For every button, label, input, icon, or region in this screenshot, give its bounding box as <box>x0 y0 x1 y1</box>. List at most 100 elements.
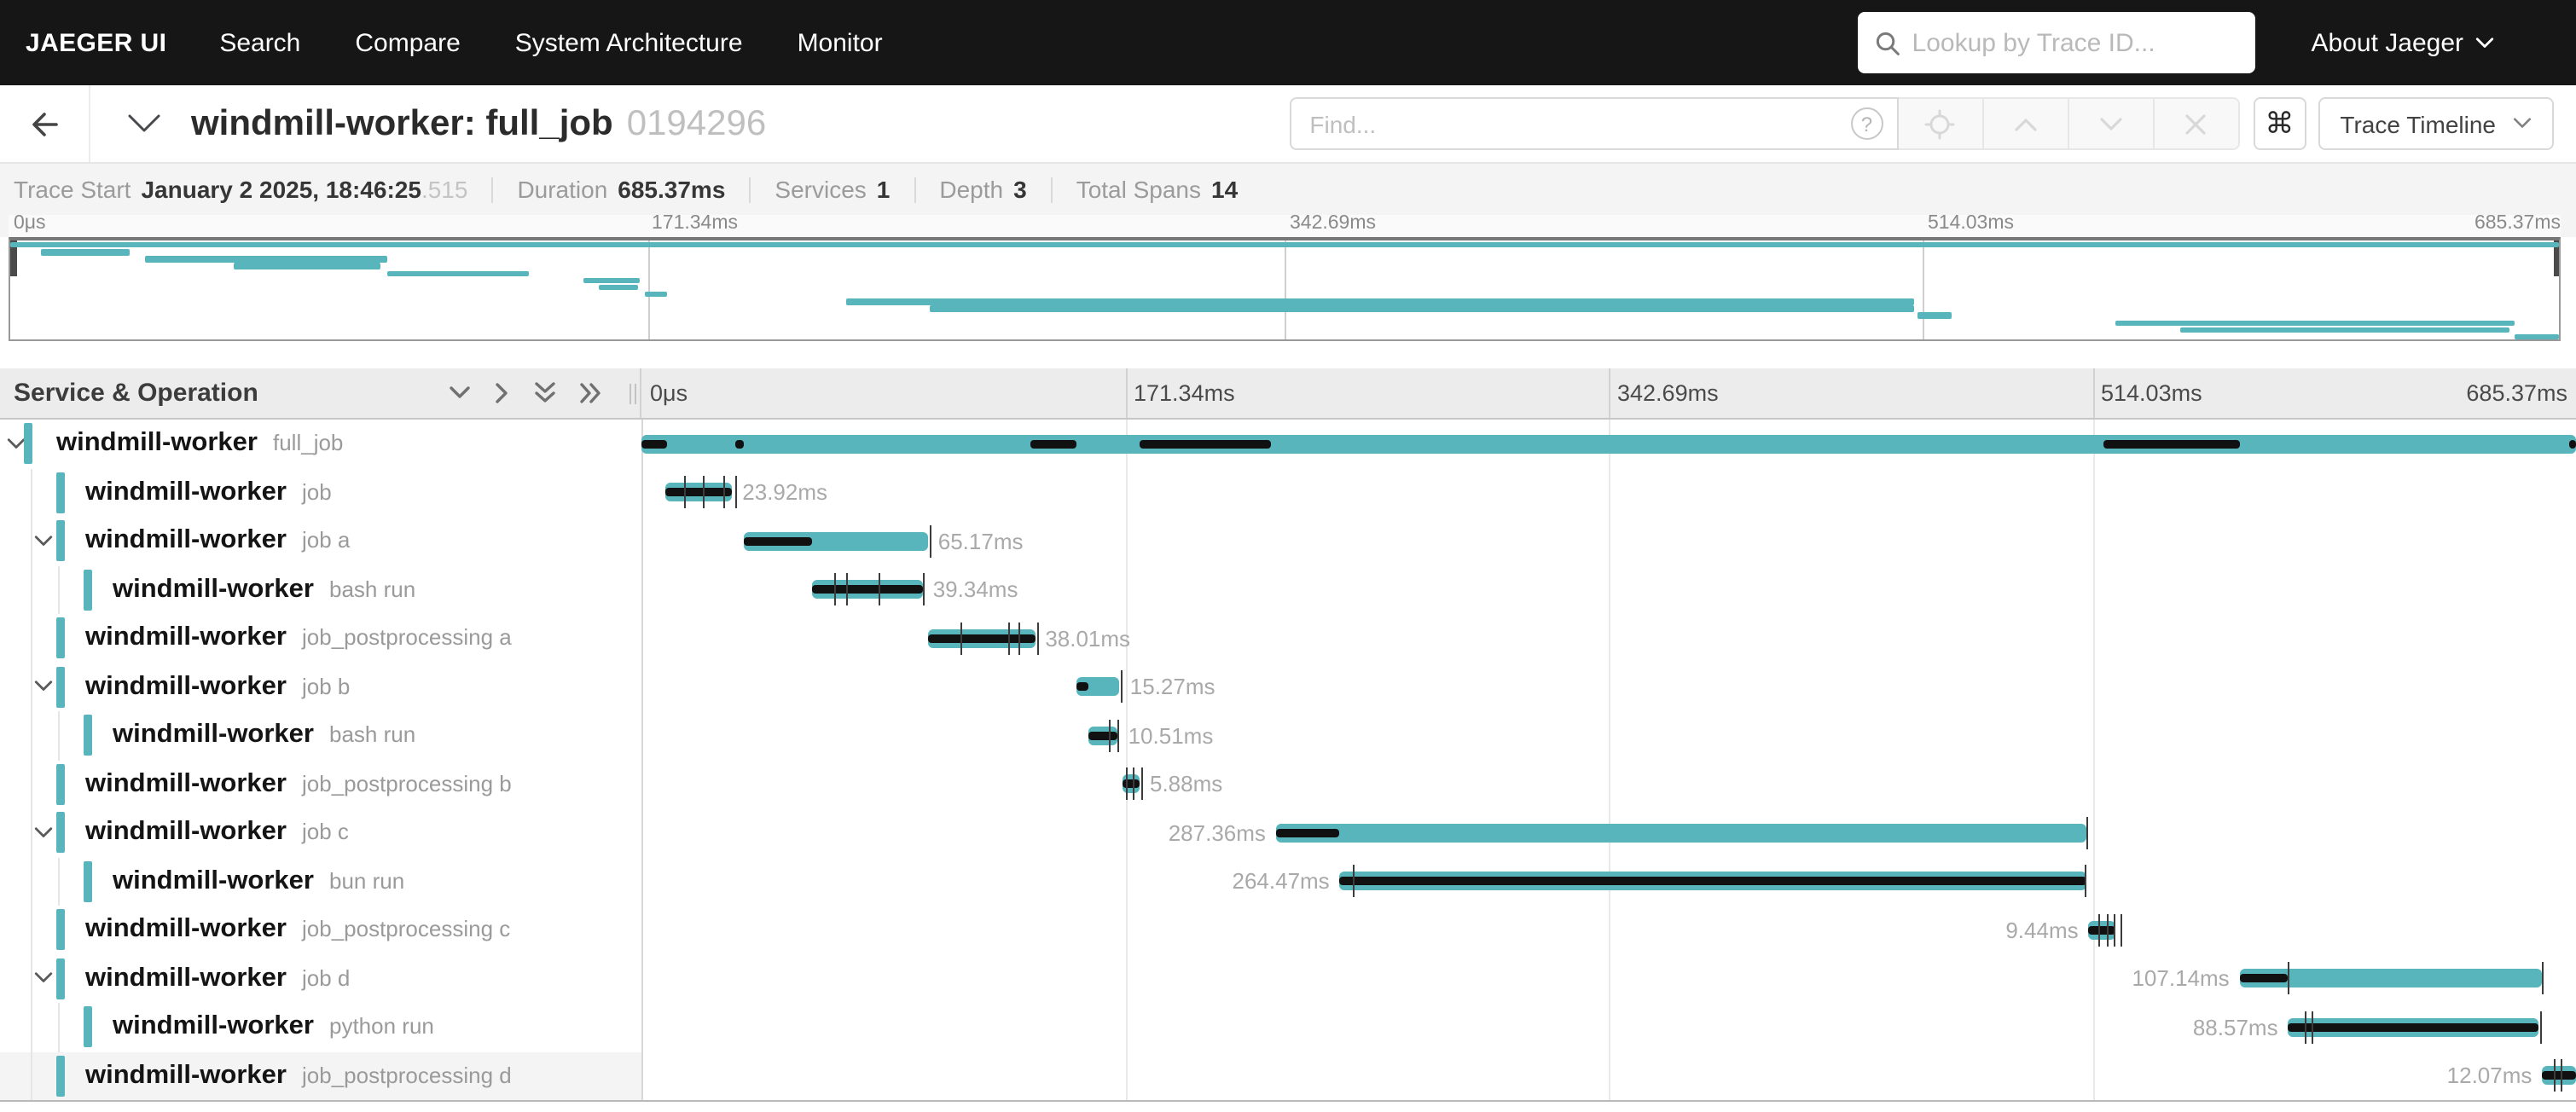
span-row[interactable]: windmill-worker job b 15.27ms <box>0 663 2576 711</box>
collapse-span-chevron[interactable] <box>34 681 53 692</box>
span-bar-cell[interactable]: 107.14ms <box>641 954 2576 1003</box>
help-icon[interactable]: ? <box>1850 107 1883 140</box>
span-name-cell[interactable]: windmill-worker bash run <box>0 565 641 614</box>
nav-item-system-architecture[interactable]: System Architecture <box>514 28 743 57</box>
span-name-cell[interactable]: windmill-worker job_postprocessing a <box>0 614 641 663</box>
column-resize-handle[interactable] <box>629 384 636 404</box>
span-row[interactable]: windmill-worker bun run 264.47ms <box>0 857 2576 906</box>
span-bar-cell[interactable]: 65.17ms <box>641 517 2576 565</box>
span-row[interactable]: windmill-worker python run 88.57ms <box>0 1003 2576 1051</box>
span-bar-cell[interactable]: 287.36ms <box>641 808 2576 857</box>
span-row[interactable]: windmill-worker job a 65.17ms <box>0 517 2576 565</box>
span-name-cell[interactable]: windmill-worker job_postprocessing b <box>0 760 641 808</box>
span-bar-cell[interactable]: 264.47ms <box>641 857 2576 906</box>
span-bar-cell[interactable]: 15.27ms <box>641 663 2576 711</box>
collapse-trace-header-button[interactable] <box>128 114 160 133</box>
span-bar-cell[interactable]: 12.07ms <box>641 1051 2576 1100</box>
find-input[interactable]: Find... ? <box>1289 97 1899 150</box>
minimap-left-scrubber[interactable] <box>10 240 16 276</box>
keyboard-shortcuts-button[interactable]: ⌘ <box>2253 97 2306 150</box>
span-duration-label: 88.57ms <box>2192 1014 2278 1040</box>
span-row[interactable]: windmill-worker job c 287.36ms <box>0 808 2576 857</box>
span-bar[interactable] <box>2239 969 2543 988</box>
span-service-name: windmill-worker <box>85 671 287 701</box>
span-bar-cell[interactable]: 5.88ms <box>641 760 2576 808</box>
span-name-cell[interactable]: windmill-worker bun run <box>0 857 641 906</box>
expand-one-button[interactable] <box>495 382 510 404</box>
brand-logo[interactable]: JAEGER UI <box>26 28 167 57</box>
crosshair-icon <box>1924 108 1955 139</box>
timeline-minimap[interactable] <box>9 237 2561 341</box>
span-bar[interactable] <box>744 531 928 551</box>
service-color-swatch <box>55 666 64 708</box>
next-result-button[interactable] <box>2068 97 2155 150</box>
span-row[interactable]: windmill-worker job_postprocessing d 12.07… <box>0 1051 2576 1100</box>
span-bar[interactable] <box>1076 677 1120 697</box>
span-row[interactable]: windmill-worker bash run 10.51ms <box>0 711 2576 760</box>
span-bar[interactable] <box>641 434 2576 454</box>
span-bar-cell[interactable]: 10.51ms <box>641 711 2576 760</box>
back-button[interactable] <box>0 85 90 162</box>
header-toolbar: Find... ? ⌘ Trace Timeline <box>1289 97 2554 150</box>
timeline-gridline <box>2092 368 2094 418</box>
span-row[interactable]: windmill-worker full_job <box>0 420 2576 468</box>
minimap-span-bar <box>930 305 1914 312</box>
focus-span-button[interactable] <box>1898 97 1984 150</box>
span-bar-cell[interactable] <box>641 420 2576 468</box>
span-name-cell[interactable]: windmill-worker job <box>0 468 641 517</box>
span-row[interactable]: windmill-worker job_postprocessing a 38.01… <box>0 614 2576 663</box>
span-bar-cell[interactable]: 39.34ms <box>641 565 2576 614</box>
span-name-cell[interactable]: windmill-worker job a <box>0 517 641 565</box>
prev-result-button[interactable] <box>1983 97 2069 150</box>
span-row[interactable]: windmill-worker job_postprocessing b 5.88m… <box>0 760 2576 808</box>
collapse-span-chevron[interactable] <box>34 972 53 984</box>
span-row[interactable]: windmill-worker job_postprocessing c 9.44m… <box>0 906 2576 954</box>
span-row[interactable]: windmill-worker job d 107.14ms <box>0 954 2576 1003</box>
span-name-cell[interactable]: windmill-worker job_postprocessing c <box>0 906 641 954</box>
span-name-cell[interactable]: windmill-worker python run <box>0 1003 641 1051</box>
span-name-text: windmill-worker full_job <box>56 429 343 460</box>
collapse-all-button[interactable] <box>534 382 556 404</box>
span-row[interactable]: windmill-worker job 23.92ms <box>0 468 2576 517</box>
minimap-right-scrubber[interactable] <box>2553 240 2559 276</box>
span-bar-cell[interactable]: 23.92ms <box>641 468 2576 517</box>
span-bar-cell[interactable]: 9.44ms <box>641 906 2576 954</box>
collapse-span-chevron[interactable] <box>34 826 53 838</box>
scale-tick-label: 685.37ms <box>2466 380 2567 406</box>
span-service-name: windmill-worker <box>85 623 287 652</box>
nav-item-search[interactable]: Search <box>219 28 301 57</box>
span-bar[interactable] <box>1275 823 2087 843</box>
collapse-one-button[interactable] <box>449 385 471 401</box>
about-jaeger-menu[interactable]: About Jaeger <box>2312 28 2494 57</box>
span-name-cell[interactable]: windmill-worker bash run <box>0 711 641 760</box>
span-name-cell[interactable]: windmill-worker job d <box>0 954 641 1003</box>
clear-search-button[interactable] <box>2154 97 2240 150</box>
span-bar-cell[interactable]: 88.57ms <box>641 1003 2576 1051</box>
nav-item-monitor[interactable]: Monitor <box>797 28 883 57</box>
service-color-swatch <box>55 763 64 805</box>
trace-lookup-input[interactable]: Lookup by Trace ID... <box>1857 12 2255 73</box>
trace-view-selector[interactable]: Trace Timeline <box>2318 97 2554 150</box>
span-name-cell[interactable]: windmill-worker full_job <box>0 420 641 468</box>
indent-guide <box>57 1003 59 1051</box>
span-name-cell[interactable]: windmill-worker job_postprocessing d <box>0 1051 641 1100</box>
collapse-span-chevron[interactable] <box>34 535 53 547</box>
span-bar-cell[interactable]: 38.01ms <box>641 614 2576 663</box>
trace-id: 0194296 <box>626 103 767 142</box>
chevron-down-icon <box>2475 37 2494 47</box>
expand-all-button[interactable] <box>580 382 602 404</box>
span-name-cell[interactable]: windmill-worker job b <box>0 663 641 711</box>
scale-tick-label: 342.69ms <box>1290 213 1377 234</box>
span-rows: windmill-worker full_job windmill-worker jo… <box>0 420 2576 1102</box>
trace-lookup-placeholder: Lookup by Trace ID... <box>1912 28 2155 57</box>
span-name-cell[interactable]: windmill-worker job c <box>0 808 641 857</box>
critical-path-segment <box>2542 1071 2576 1080</box>
span-operation-name: job c <box>302 819 349 845</box>
indent-guide <box>30 517 32 565</box>
log-marker-tick <box>2542 962 2544 995</box>
nav-item-compare[interactable]: Compare <box>355 28 461 57</box>
critical-path-segment <box>1339 877 2086 886</box>
span-row[interactable]: windmill-worker bash run 39.34ms <box>0 565 2576 614</box>
indent-guide <box>30 614 32 663</box>
collapse-span-chevron[interactable] <box>7 437 26 449</box>
